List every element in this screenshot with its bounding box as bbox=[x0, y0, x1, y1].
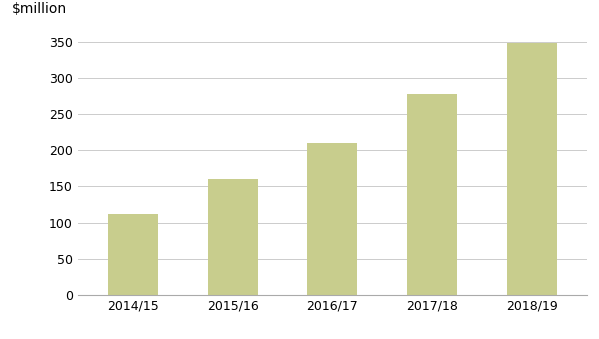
Bar bbox=[407, 94, 457, 295]
Text: $million: $million bbox=[12, 2, 67, 16]
Bar bbox=[108, 214, 158, 295]
Bar bbox=[307, 143, 358, 295]
Bar bbox=[507, 43, 557, 295]
Bar bbox=[208, 179, 258, 295]
